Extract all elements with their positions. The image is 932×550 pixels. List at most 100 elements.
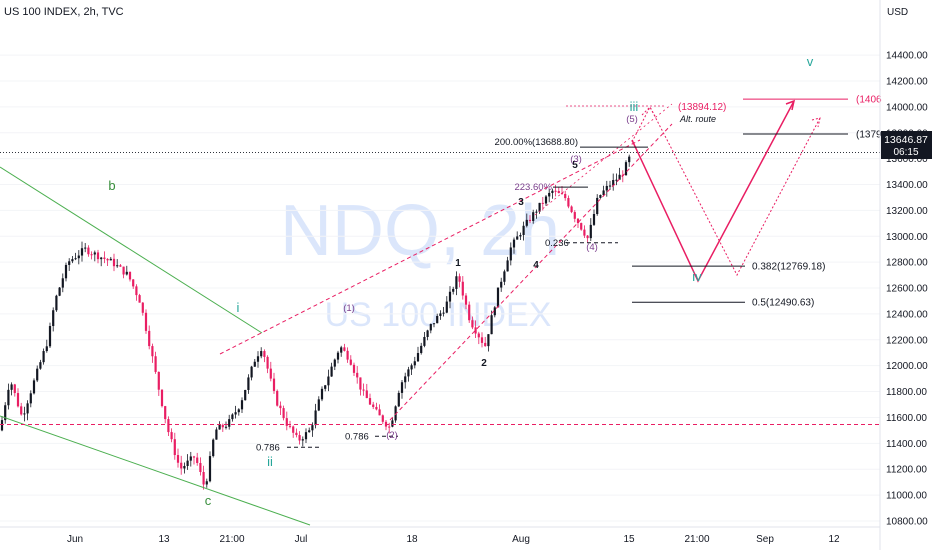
candle (218, 424, 221, 430)
candle (52, 310, 55, 327)
candle (336, 352, 340, 360)
y-tick-label: 14400.00 (886, 51, 928, 62)
candle (304, 432, 308, 440)
candle (128, 271, 132, 280)
candle (362, 389, 365, 391)
candle (164, 406, 167, 420)
alt-route-arrow-a (641, 106, 657, 119)
candle (183, 465, 186, 469)
candle (596, 197, 599, 215)
candle (544, 196, 548, 204)
candle (349, 359, 352, 365)
x-tick-label: 15 (623, 534, 635, 545)
candle (516, 236, 519, 240)
candle (77, 255, 80, 259)
wave-labels: 200.00%(13688.80) 223.60% 0.236 0.382(12769… (108, 54, 882, 508)
candle (4, 405, 7, 421)
candle (10, 384, 13, 390)
target-label-13894: (13894.12) (678, 102, 726, 113)
candle (109, 258, 112, 261)
candle (576, 218, 580, 224)
y-tick-label: 13200.00 (886, 206, 928, 217)
candle (205, 481, 208, 485)
candle (570, 206, 573, 213)
candle (148, 330, 151, 347)
candle (93, 252, 96, 255)
y-tick-label: 11000.00 (886, 491, 927, 502)
candle (260, 351, 263, 357)
candle (288, 425, 292, 427)
x-axis-ticks: Jun 13 21:00 Jul 18 Aug 15 21:00 Sep 12 (67, 534, 840, 545)
candle (266, 356, 269, 369)
candle (295, 432, 298, 436)
wave-label-iv: iv (692, 269, 702, 284)
candle (0, 420, 4, 431)
channel-inner (534, 103, 673, 216)
fib-label-223: 223.60% (514, 182, 552, 193)
candle (132, 279, 135, 287)
candle (36, 368, 39, 381)
candle (29, 393, 32, 404)
candle (186, 460, 189, 466)
candle (250, 366, 253, 378)
candle (458, 276, 461, 282)
fib-label-0382: 0.382(12769.18) (752, 262, 825, 273)
candle (410, 365, 413, 370)
candle (452, 288, 455, 292)
candle (624, 162, 628, 176)
candle (39, 362, 42, 369)
candle (413, 361, 416, 366)
x-tick-label: Sep (756, 534, 774, 545)
candle (583, 229, 586, 236)
y-tick-label: 11600.00 (886, 413, 927, 424)
candle (560, 193, 564, 195)
candle (202, 471, 205, 485)
candle (528, 219, 532, 221)
candle (589, 224, 592, 239)
wave-label-1: 1 (455, 258, 461, 269)
candle (119, 265, 122, 267)
candle (68, 261, 71, 265)
candle (525, 219, 528, 226)
candle (573, 212, 576, 219)
trendline-lower (0, 415, 311, 526)
candle (356, 372, 359, 378)
candle (477, 333, 480, 338)
candle (170, 432, 173, 440)
candle (368, 398, 372, 405)
grid (0, 54, 880, 522)
candle (80, 248, 84, 256)
projection-path (631, 100, 795, 283)
candle (23, 413, 26, 415)
x-tick-label: 12 (828, 534, 840, 545)
candle (439, 313, 442, 316)
candle (496, 287, 500, 308)
y-tick-label: 10800.00 (886, 516, 928, 527)
countdown-label: 06:15 (893, 147, 918, 158)
candle (599, 194, 602, 198)
candle (180, 462, 183, 469)
candle (420, 345, 423, 354)
candle (503, 271, 506, 282)
fib-label-0786-a: 0.786 (256, 443, 280, 454)
candle (167, 419, 170, 433)
x-tick-label: 21:00 (684, 534, 709, 545)
candle (618, 174, 621, 180)
candle (471, 320, 474, 328)
candle (487, 334, 490, 347)
candle (372, 404, 375, 407)
candle (327, 376, 330, 386)
channel-lower (389, 123, 673, 421)
candle (26, 403, 29, 414)
candle (592, 214, 596, 225)
candle (586, 235, 589, 239)
wave-label-p5: (5) (626, 114, 638, 125)
candle (602, 190, 605, 195)
candle (442, 312, 445, 314)
wave-label-v: v (807, 54, 814, 69)
alt-route-path (631, 105, 821, 277)
candle (314, 410, 317, 426)
wave-label-p1: (1) (343, 303, 355, 314)
